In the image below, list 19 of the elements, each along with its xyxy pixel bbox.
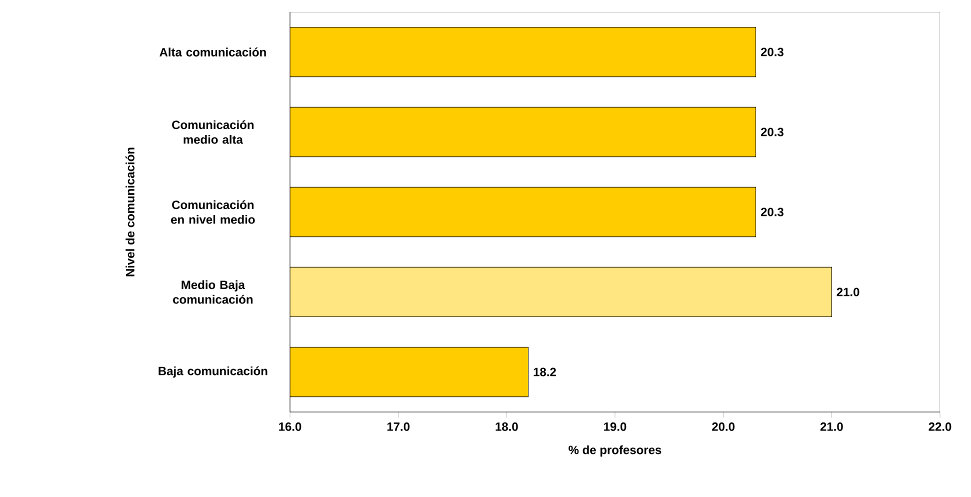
y-tick-label: Alta comunicación: [160, 48, 266, 56]
y-tick-label: Medio Baja comunicación: [173, 280, 253, 304]
x-tick-label: 21.0: [820, 422, 843, 431]
x-tick-label: 17.0: [387, 422, 410, 431]
y-axis-title: Nivel de comunicación: [126, 148, 134, 276]
x-tick-label: 19.0: [604, 422, 626, 431]
y-tick-label: Comunicación en nivel medio: [171, 200, 255, 224]
data-label: 20.3: [760, 208, 784, 216]
data-label: 18.2: [534, 368, 556, 376]
x-axis-title: % de profesores: [568, 445, 662, 457]
data-label: 21.0: [836, 288, 860, 296]
data-label: 20.3: [760, 128, 784, 136]
x-tick-label: 16.0: [279, 422, 302, 431]
data-label: 20.3: [760, 48, 784, 56]
x-tick-label: 22.0: [928, 422, 952, 431]
y-tick-label: Comunicación medio alta: [172, 120, 254, 144]
x-tick-label: 18.0: [496, 422, 518, 431]
y-tick-label: Baja comunicación: [158, 366, 268, 378]
x-tick-label: 20.0: [712, 422, 735, 431]
